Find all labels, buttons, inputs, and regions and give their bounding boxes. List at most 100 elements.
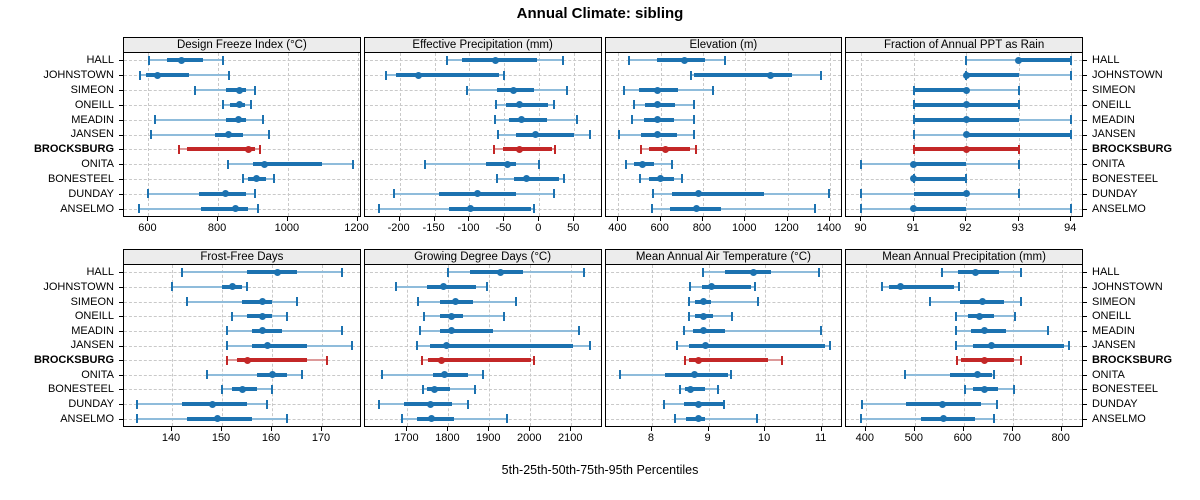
whisker-cap	[242, 174, 245, 184]
row-label-anselmo: ANSELMO	[0, 201, 123, 216]
whisker-cap	[231, 311, 233, 321]
median-dot	[515, 101, 523, 109]
x-axis-tick-label: 94	[1064, 222, 1077, 234]
x-axis-tick-label: 140	[161, 432, 181, 444]
panel-design-freeze-index-c: Design Freeze Index (°C) 600 800 1000 1200	[123, 37, 369, 237]
median-dot	[979, 298, 987, 306]
panel-strip: Effective Precipitation (mm)	[363, 37, 602, 53]
whisker-cap	[496, 174, 499, 184]
gridline-horizontal	[364, 119, 601, 121]
median-dot	[491, 56, 499, 64]
whisker-cap	[246, 282, 248, 292]
y-axis-tick	[119, 286, 123, 288]
row-label-text: ANSELMO	[60, 412, 114, 425]
y-axis-tick	[1083, 90, 1087, 92]
median-dot	[692, 205, 700, 213]
row-label-dunday: DUNDAY	[0, 397, 123, 412]
y-axis-tick	[119, 208, 123, 210]
panel-strip-title: Frost-Free Days	[200, 251, 284, 263]
median-dot	[428, 415, 436, 423]
median-dot	[474, 190, 482, 198]
interquartile-bar-25-75	[439, 328, 493, 333]
median-dot	[228, 283, 236, 291]
median-dot	[258, 312, 266, 320]
interquartile-bar-25-75	[252, 328, 282, 333]
panel-frost-free-days: Frost-Free Days 140 150 160 170	[123, 249, 361, 447]
median-dot	[532, 131, 540, 138]
x-axis-tick	[659, 217, 661, 221]
x-axis-tick-label: -150	[422, 222, 445, 234]
whisker-cap	[222, 55, 225, 65]
median-dot	[988, 342, 996, 349]
x-axis-tick-label: 800	[692, 222, 712, 234]
interquartile-bar-25-75	[684, 387, 706, 392]
median-dot	[213, 415, 221, 423]
whisker-cap	[378, 204, 381, 214]
x-axis-tick	[650, 427, 652, 431]
median-dot	[699, 298, 707, 306]
whisker-line-5-95	[905, 373, 995, 376]
row-labels-left-top: HALL JOHNSTOWN SIMEON ONEILL MEADIN JANSEN BRO…	[0, 53, 123, 216]
interquartile-bar-25-75	[252, 343, 307, 348]
median-dot	[680, 56, 688, 64]
row-label-text: JANSEN	[1092, 128, 1136, 141]
interquartile-bar-25-75	[1018, 58, 1072, 63]
whisker-cap	[351, 341, 353, 350]
median-dot	[515, 145, 523, 153]
whisker-cap	[956, 355, 959, 365]
whisker-cap	[730, 370, 733, 380]
y-axis-tick	[1083, 286, 1087, 288]
whisker-cap	[301, 370, 303, 380]
panel-strip: Mean Annual Precipitation (mm)	[845, 249, 1083, 265]
whisker-cap	[1019, 267, 1022, 277]
whisker-cap	[194, 85, 197, 95]
whisker-cap	[467, 399, 469, 409]
panel-axis: -200 -150 -100 -50 0 50	[364, 217, 602, 237]
panel-plot	[845, 265, 1083, 427]
whisker-cap	[683, 326, 686, 336]
median-dot	[439, 283, 447, 291]
panel-strip-title: Effective Precipitation (mm)	[412, 39, 553, 51]
whisker-cap	[226, 159, 229, 169]
whisker-cap	[181, 267, 183, 277]
whisker-cap	[756, 297, 759, 307]
x-axis-tick-label: 1800	[435, 432, 460, 444]
whisker-cap	[493, 115, 496, 125]
median-dot	[208, 400, 216, 408]
row-label-meadin: MEADIN	[0, 112, 123, 127]
row-label-oneill: ONEILL	[1083, 309, 1200, 324]
row-label-text: ONEILL	[74, 310, 114, 323]
whisker-cap	[860, 159, 863, 169]
row-label-text: DUNDAY	[68, 187, 114, 200]
median-dot	[504, 160, 512, 168]
row-label-onita: ONITA	[0, 367, 123, 382]
interquartile-bar-25-75	[469, 270, 523, 275]
row-label-text: SIMEON	[1092, 295, 1136, 308]
median-dot	[980, 327, 988, 335]
row-label-text: HALL	[86, 54, 114, 67]
interquartile-bar-25-75	[966, 132, 1072, 137]
whisker-line-5-95	[138, 207, 258, 210]
whisker-cap	[814, 204, 817, 214]
gridline-horizontal	[605, 119, 842, 121]
row-label-text: ONEILL	[74, 98, 114, 111]
panel-axis: 400 500 600 700 800	[845, 427, 1083, 447]
median-dot	[437, 356, 445, 364]
whisker-cap	[683, 355, 686, 365]
gridline-horizontal	[605, 104, 842, 106]
whisker-cap	[416, 297, 419, 307]
x-axis-tick-label: 600	[953, 432, 972, 444]
whisker-cap	[693, 100, 696, 110]
panel-plot	[123, 265, 361, 427]
y-axis-tick	[1083, 134, 1087, 136]
y-axis-tick	[119, 90, 123, 92]
median-dot	[939, 400, 947, 408]
x-axis-tick-label: 50	[567, 222, 580, 234]
whisker-cap	[136, 399, 138, 409]
interquartile-bar-25-75	[237, 358, 307, 363]
whisker-cap	[861, 399, 864, 409]
whisker-cap	[502, 311, 505, 321]
median-dot	[687, 385, 695, 393]
row-label-johnstown: JOHNSTOWN	[0, 280, 123, 295]
panel-plot	[123, 53, 361, 217]
